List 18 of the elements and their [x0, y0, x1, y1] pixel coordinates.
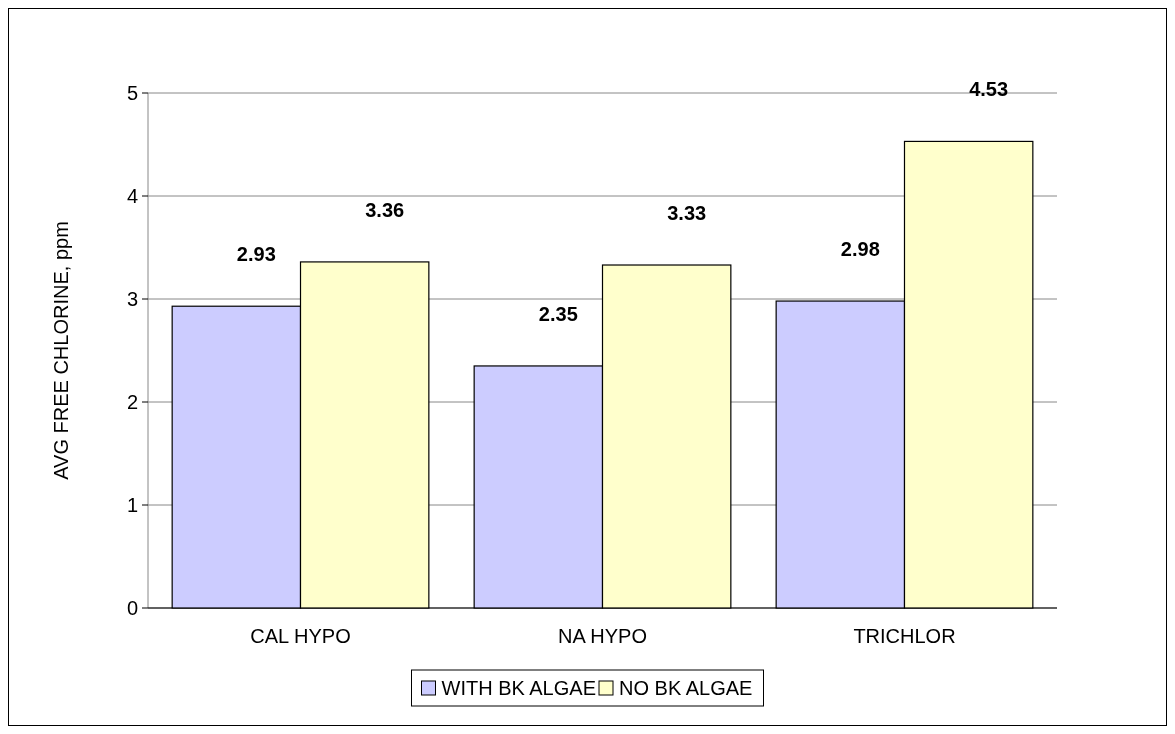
y-tick-label: 5 [126, 82, 138, 104]
y-tick-label: 2 [126, 391, 138, 413]
x-tick-label: CAL HYPO [250, 625, 351, 647]
legend-label: WITH BK ALGAE [441, 677, 596, 699]
data-label: 2.93 [236, 243, 276, 266]
y-axis-title: AVG FREE CHLORINE, ppm [50, 221, 72, 480]
data-label: 4.53 [969, 78, 1009, 101]
data-label: 3.33 [667, 202, 707, 225]
x-tick-label: NA HYPO [558, 625, 647, 647]
data-label: 3.36 [365, 198, 405, 221]
y-tick-label: 1 [126, 494, 138, 516]
legend-label: NO BK ALGAE [619, 677, 753, 699]
data-label: 2.35 [538, 302, 578, 325]
y-tick-label: 4 [126, 185, 138, 207]
y-tick-label: 3 [126, 288, 138, 310]
data-label: 2.98 [840, 238, 880, 261]
y-tick-label: 0 [126, 597, 138, 619]
x-tick-label: TRICHLOR [853, 625, 956, 647]
